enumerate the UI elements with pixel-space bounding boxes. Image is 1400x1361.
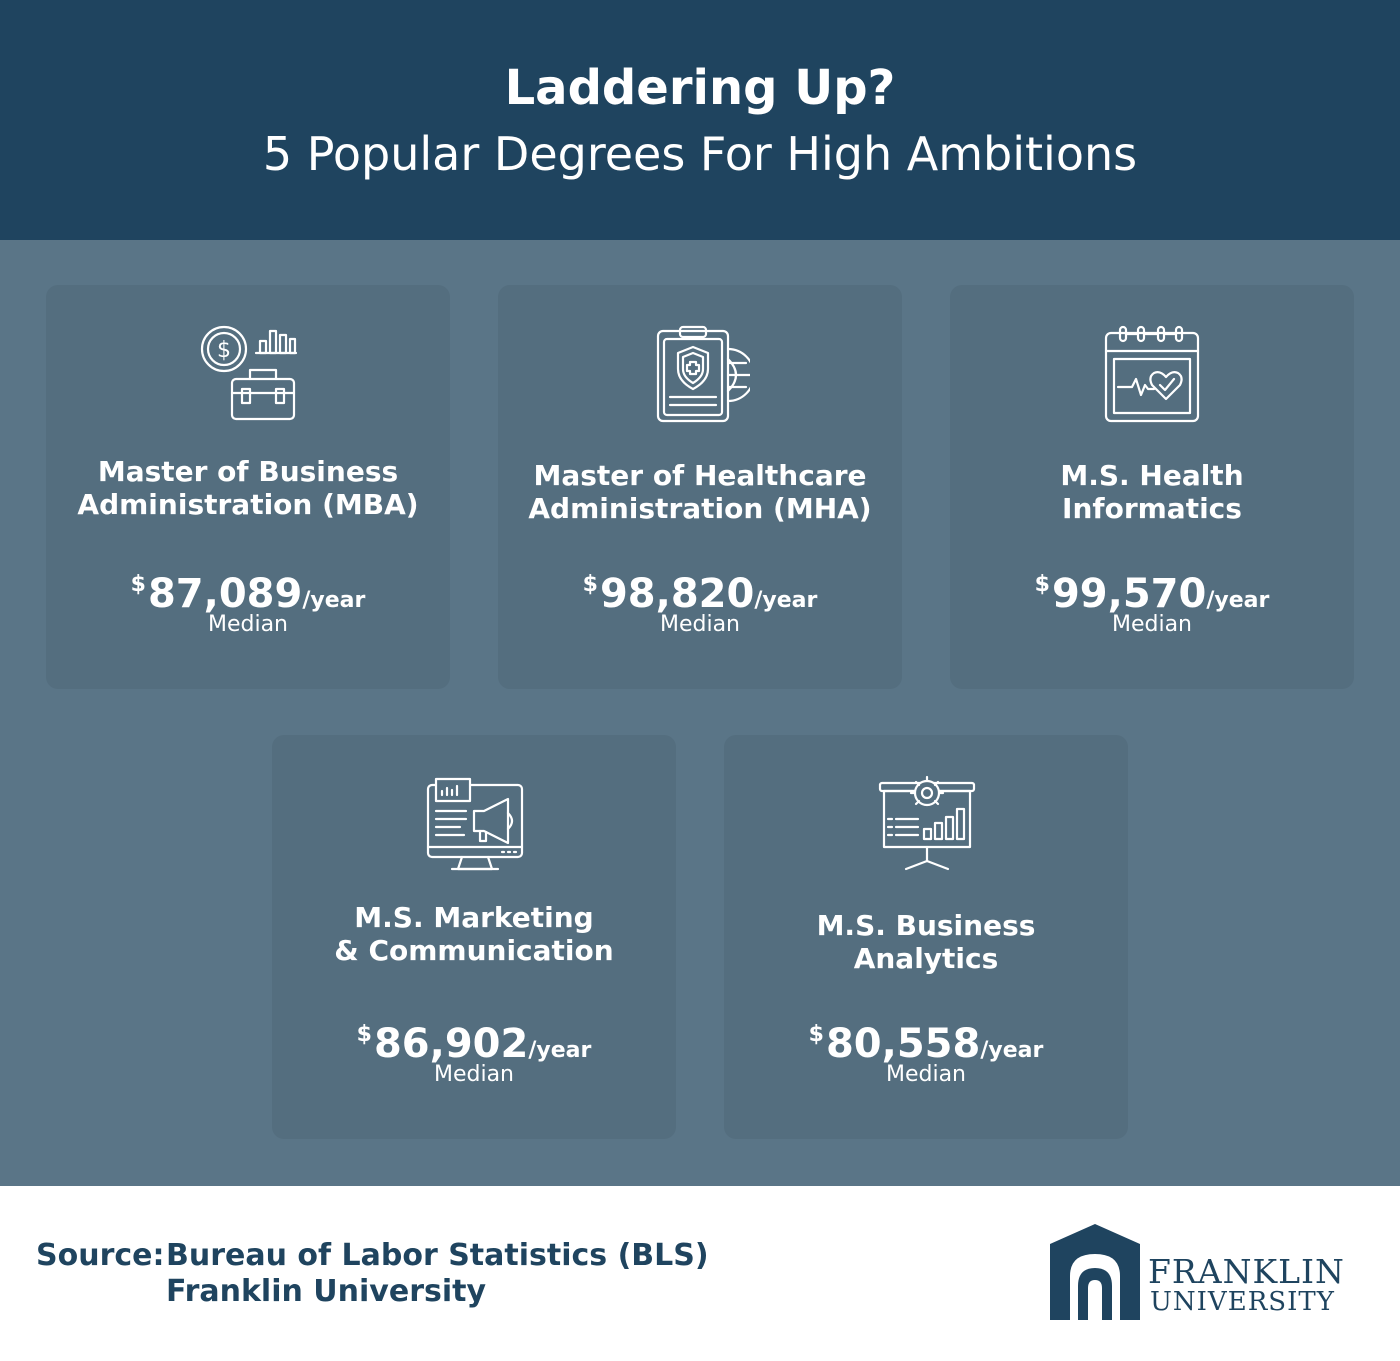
source-line-1: Bureau of Labor Statistics (BLS): [166, 1238, 709, 1273]
salary-note: Median: [885, 1062, 967, 1087]
degree-grid: $ Master of Business Administration (MBA…: [0, 240, 1400, 1186]
salary-note: Median: [1111, 612, 1193, 637]
degree-name: M.S. Marketing & Communication: [334, 901, 614, 967]
page-subtitle: 5 Popular Degrees For High Ambitions: [262, 127, 1138, 181]
analytics-board-icon: [876, 775, 976, 875]
degree-name: M.S. Business Analytics: [816, 909, 1036, 975]
page-title: Laddering Up?: [504, 60, 896, 116]
degree-name: Master of Business Administration (MBA): [77, 455, 419, 521]
degree-card-marketing: M.S. Marketing & Communication $86,902/y…: [272, 735, 676, 1139]
footer: Source:Bureau of Labor Statistics (BLS) …: [0, 1186, 1400, 1361]
source-citation: Source:Bureau of Labor Statistics (BLS) …: [36, 1238, 709, 1310]
source-line-2: Franklin University: [166, 1274, 487, 1309]
arch-logo-icon: [1050, 1224, 1140, 1320]
median-salary: $87,089/year: [130, 571, 366, 617]
degree-name: M.S. Health Informatics: [1060, 459, 1244, 525]
logo-wordmark-line-1: FRANKLIN: [1148, 1252, 1345, 1291]
degree-card-mha: Master of Healthcare Administration (MHA…: [498, 285, 902, 689]
salary-note: Median: [207, 612, 289, 637]
header-banner: Laddering Up? 5 Popular Degrees For High…: [0, 0, 1400, 240]
briefcase-money-icon: $: [198, 325, 298, 425]
degree-card-business-analytics: M.S. Business Analytics $80,558/year Med…: [724, 735, 1128, 1139]
source-label: Source:: [36, 1238, 165, 1273]
salary-note: Median: [659, 612, 741, 637]
health-calendar-icon: [1102, 325, 1202, 425]
svg-text:$: $: [217, 338, 231, 363]
medical-clipboard-icon: [650, 325, 756, 425]
salary-note: Median: [433, 1062, 515, 1087]
median-salary: $98,820/year: [582, 571, 818, 617]
logo-wordmark-line-2: UNIVERSITY: [1150, 1287, 1335, 1317]
median-salary: $80,558/year: [808, 1021, 1044, 1067]
franklin-university-logo: FRANKLIN UNIVERSITY: [1050, 1224, 1380, 1324]
degree-card-mba: $ Master of Business Administration (MBA…: [46, 285, 450, 689]
marketing-monitor-icon: [424, 775, 524, 875]
median-salary: $86,902/year: [356, 1021, 592, 1067]
median-salary: $99,570/year: [1034, 571, 1270, 617]
degree-card-health-informatics: M.S. Health Informatics $99,570/year Med…: [950, 285, 1354, 689]
degree-name: Master of Healthcare Administration (MHA…: [528, 459, 872, 525]
